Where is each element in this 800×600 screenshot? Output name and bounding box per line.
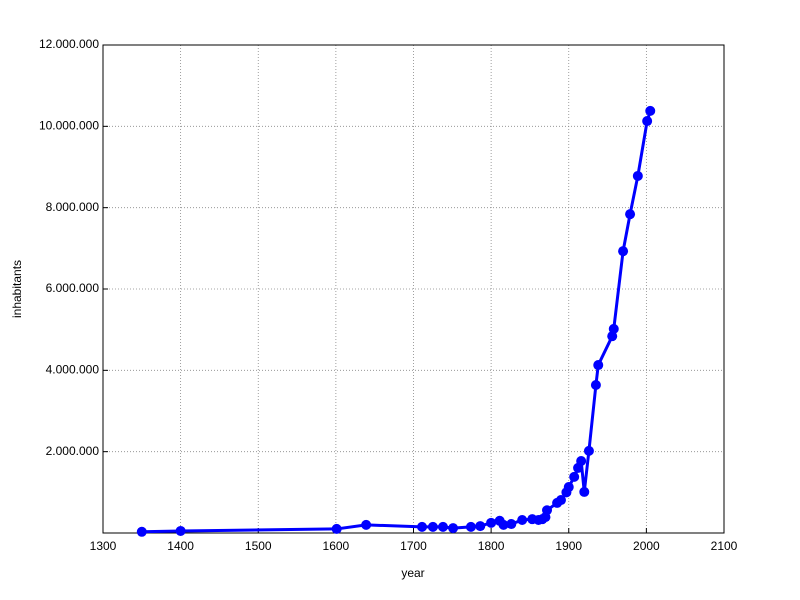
point (542, 505, 553, 516)
point (642, 116, 653, 127)
point (618, 246, 629, 257)
point (465, 521, 476, 532)
x-tick-label: 1800 (478, 539, 505, 553)
point (645, 105, 656, 116)
point (608, 323, 619, 334)
point (579, 486, 590, 497)
point (448, 523, 459, 534)
plot-frame (102, 44, 725, 534)
point (361, 519, 372, 530)
point (590, 379, 601, 390)
y-tick-label: 8.000.000 (46, 200, 100, 214)
point (175, 525, 186, 536)
point (427, 521, 438, 532)
x-tick-label: 1300 (90, 539, 117, 553)
point (517, 514, 528, 525)
y-axis-label: inhabitants (10, 260, 24, 318)
point (506, 519, 517, 530)
point (583, 445, 594, 456)
x-axis-label: year (401, 566, 424, 580)
point (486, 517, 497, 528)
x-tick-label: 2100 (711, 539, 738, 553)
y-tick-label: 12.000.000 (39, 37, 99, 51)
y-tick-label: 4.000.000 (46, 363, 100, 377)
x-tick-label: 1700 (400, 539, 427, 553)
y-tick-label: 10.000.000 (39, 119, 99, 133)
point (569, 471, 580, 482)
x-tick-label: 1600 (323, 539, 350, 553)
point (475, 521, 486, 532)
y-tick-label: 2.000.000 (46, 444, 100, 458)
x-tick-label: 1500 (245, 539, 272, 553)
point (625, 209, 636, 220)
point (632, 170, 643, 181)
x-tick-label: 2000 (633, 539, 660, 553)
point (417, 521, 428, 532)
point (331, 523, 342, 534)
point (563, 482, 574, 493)
point (136, 526, 147, 537)
point (498, 519, 509, 530)
point (576, 456, 587, 467)
point (555, 495, 566, 506)
x-tick-label: 1900 (555, 539, 582, 553)
y-tick-label: 6.000.000 (46, 281, 100, 295)
point (593, 360, 604, 371)
point (437, 521, 448, 532)
x-tick-label: 1400 (167, 539, 194, 553)
